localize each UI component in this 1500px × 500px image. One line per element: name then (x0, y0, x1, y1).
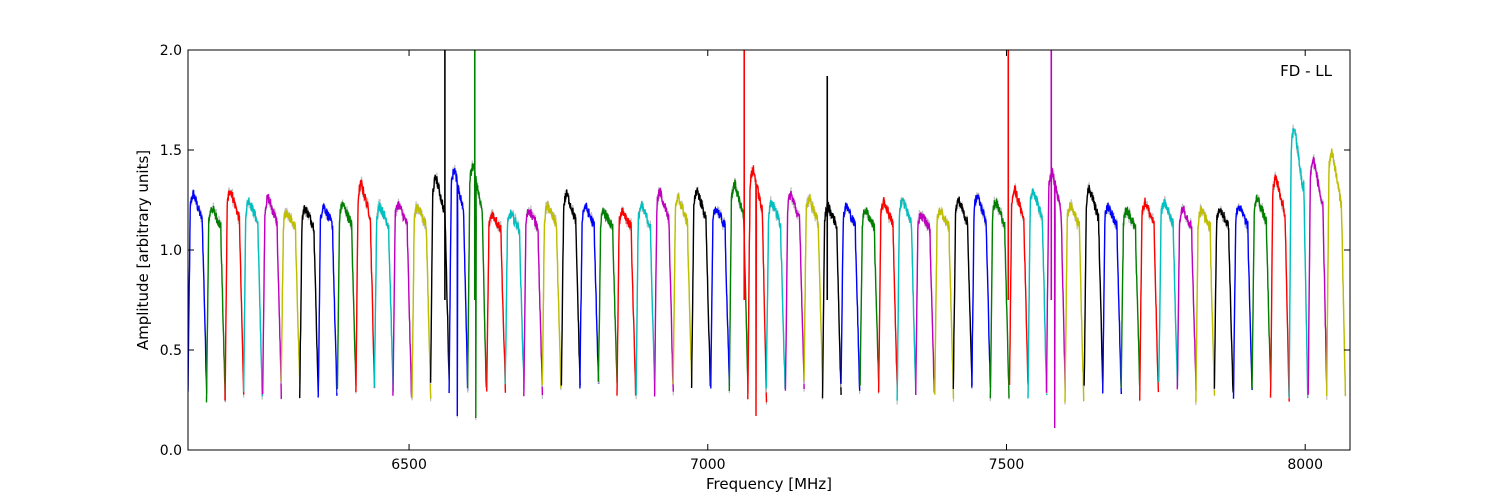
channel-trace (747, 165, 768, 417)
channel-trace (710, 205, 731, 389)
channel-trace (1269, 174, 1290, 402)
channel-trace (597, 206, 618, 384)
y-tick-label: 2.0 (160, 43, 182, 59)
channel-trace (1008, 185, 1029, 386)
channel-trace (262, 194, 282, 399)
channel-trace (877, 197, 898, 393)
channel-trace (317, 203, 338, 398)
channel-trace (486, 211, 507, 393)
channel-trace (1307, 156, 1328, 395)
channel-trace (466, 163, 487, 419)
channel-trace (616, 207, 637, 396)
channel-trace (373, 200, 394, 392)
y-tick-label: 1.5 (160, 143, 182, 159)
channel-trace (188, 189, 208, 394)
y-tick-label: 1.0 (160, 243, 182, 259)
channel-trace (429, 174, 450, 383)
channel-trace (1139, 197, 1160, 401)
y-tick-label: 0.0 (160, 443, 182, 459)
y-axis-label: Amplitude [arbitrary units] (134, 150, 152, 350)
channel-trace (989, 198, 1010, 399)
channel-trace (541, 201, 562, 389)
channel-trace (504, 209, 525, 390)
channel-trace (915, 212, 935, 396)
channel-trace (579, 202, 600, 389)
channel-trace (784, 190, 805, 391)
channel-trace (1158, 199, 1179, 387)
channel-trace (1120, 206, 1141, 392)
channel-trace (1027, 188, 1048, 399)
channel-trace (635, 201, 656, 396)
chart-annotation: FD - LL (1280, 62, 1332, 80)
channel-trace (1102, 202, 1122, 395)
spectrum-traces (188, 50, 1347, 429)
y-tick-label: 0.5 (160, 343, 182, 359)
channel-trace (1195, 206, 1216, 403)
x-axis-label: Frequency [MHz] (706, 475, 832, 493)
channel-trace (896, 197, 917, 401)
channel-trace (280, 209, 301, 385)
channel-trace (952, 196, 973, 389)
channel-trace (1251, 193, 1272, 390)
channel-trace (1288, 128, 1309, 399)
channel-trace (355, 179, 376, 393)
channel-trace (672, 192, 693, 386)
channel-trace (1176, 205, 1197, 391)
channel-trace (859, 207, 880, 386)
channel-trace (934, 207, 955, 399)
channel-trace (765, 200, 786, 389)
channel-trace (1232, 205, 1253, 399)
channel-trace (1083, 184, 1104, 390)
axis-ticks: 6500 7000 7500 8000 0.0 0.5 1.0 1.5 2.0 (160, 43, 1350, 473)
channel-trace (205, 205, 226, 403)
x-tick-label: 7000 (690, 457, 726, 473)
x-tick-label: 7500 (989, 457, 1025, 473)
channel-trace (336, 201, 357, 390)
channel-trace (803, 194, 824, 390)
channel-trace (242, 197, 263, 397)
channel-trace (392, 201, 413, 398)
channel-trace (821, 202, 842, 399)
channel-trace (299, 205, 320, 399)
channel-trace (560, 189, 581, 386)
channel-trace (653, 187, 674, 397)
channel-trace (1213, 208, 1234, 393)
channel-trace (690, 187, 711, 389)
channel-trace (840, 202, 861, 391)
channel-trace (971, 193, 992, 388)
channel-trace (523, 208, 544, 397)
channel-trace (411, 204, 432, 399)
channel-trace (448, 168, 469, 417)
channel-trace (224, 190, 245, 401)
x-tick-label: 8000 (1287, 457, 1323, 473)
channel-trace (1064, 202, 1085, 403)
channel-trace (1326, 148, 1347, 397)
channel-trace (1045, 168, 1066, 429)
x-tick-label: 6500 (391, 457, 427, 473)
